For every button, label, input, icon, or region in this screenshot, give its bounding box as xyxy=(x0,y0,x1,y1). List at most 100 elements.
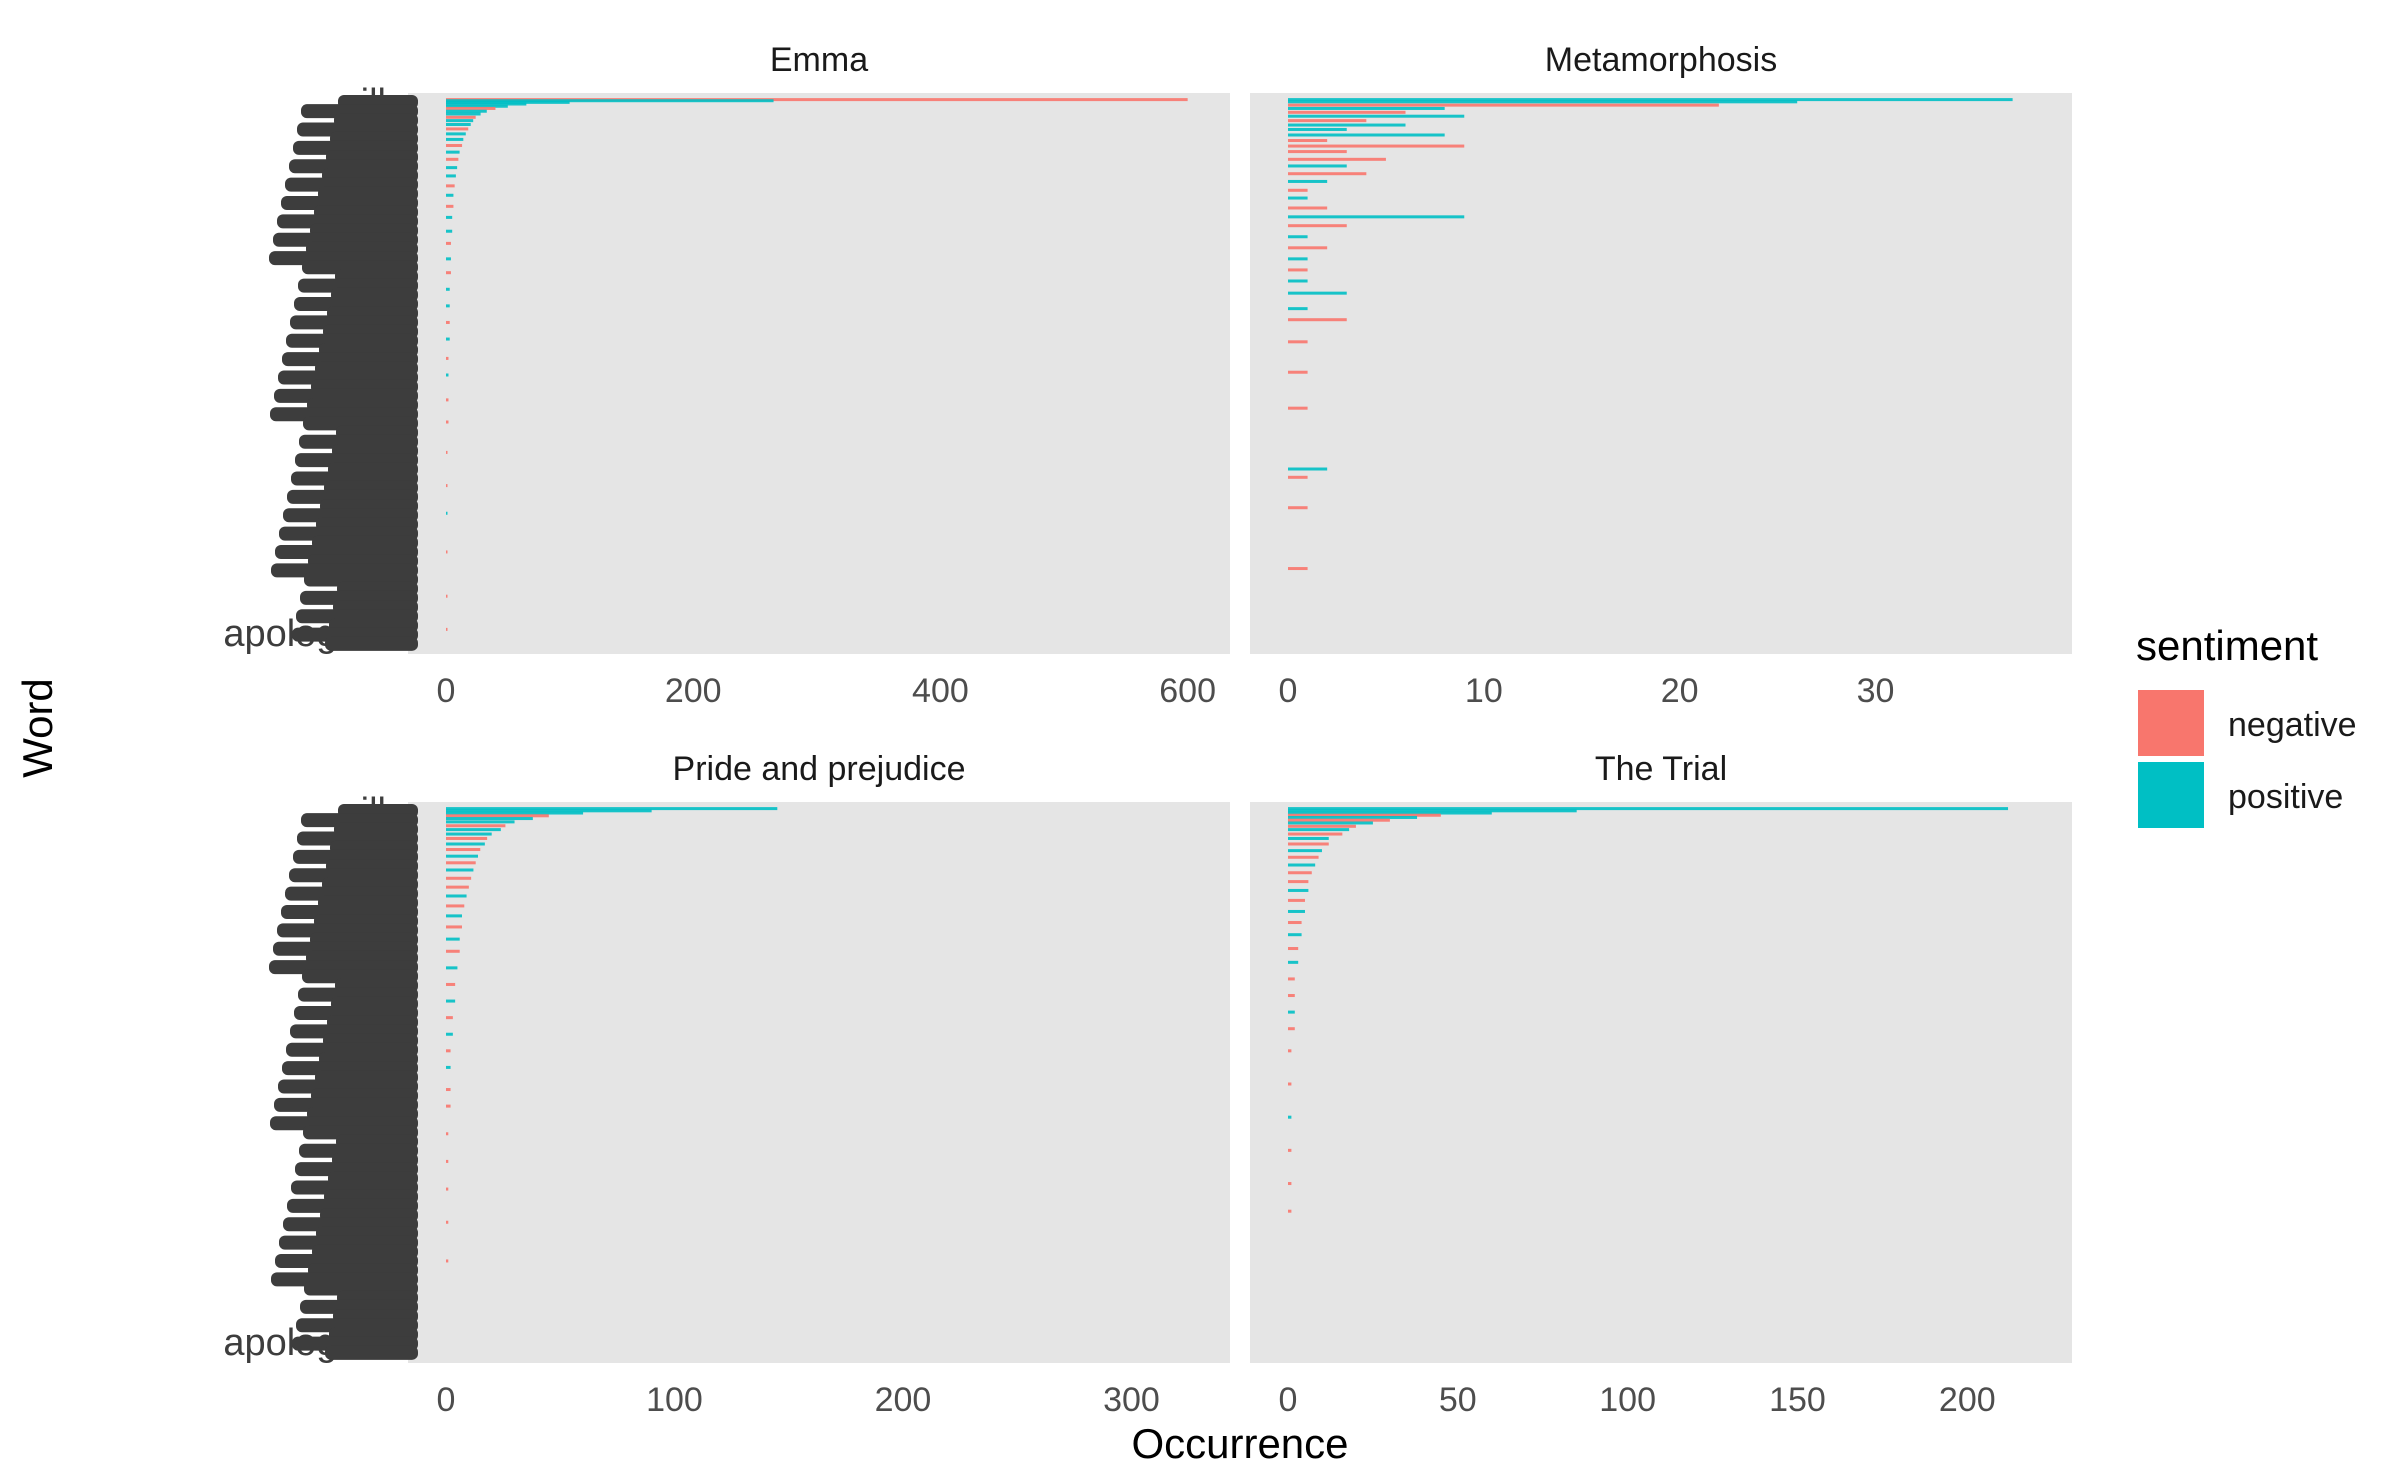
bar xyxy=(446,1049,451,1053)
bar xyxy=(446,119,474,123)
bar xyxy=(446,271,451,275)
x-tick-label: 200 xyxy=(1939,1381,1996,1419)
legend-label-positive: positive xyxy=(2228,778,2343,816)
bar xyxy=(446,215,453,219)
bar xyxy=(1288,215,1465,219)
y-tick-labels: illdisenacenrecinccoreccdaccmomisthasdis… xyxy=(223,791,418,1364)
bar xyxy=(1288,164,1347,168)
bar xyxy=(446,127,469,131)
x-tick-label: 30 xyxy=(1857,672,1895,710)
bar xyxy=(446,820,515,824)
bar xyxy=(446,999,456,1003)
bar xyxy=(446,904,465,908)
bar xyxy=(1288,807,2009,811)
bar xyxy=(446,99,774,103)
bar xyxy=(446,137,464,141)
bar xyxy=(446,174,456,178)
facet-title: Emma xyxy=(770,41,868,79)
bar xyxy=(1288,1115,1292,1119)
bar xyxy=(1288,933,1302,937)
bar xyxy=(446,842,485,846)
bar xyxy=(1288,106,1445,110)
y-axis-title: Word xyxy=(14,678,61,778)
bar xyxy=(446,925,462,929)
bar xyxy=(1288,157,1386,161)
bar xyxy=(1288,475,1308,479)
bar xyxy=(1288,291,1347,295)
bar xyxy=(446,828,501,832)
bar xyxy=(446,1088,451,1092)
bar xyxy=(446,832,492,836)
bar xyxy=(446,1220,449,1224)
facet-title: Pride and prejudice xyxy=(673,750,966,788)
bar xyxy=(446,594,448,598)
bar xyxy=(446,109,487,113)
bar xyxy=(1288,821,1373,825)
bar xyxy=(1288,467,1328,471)
bar xyxy=(446,807,778,811)
bar xyxy=(1288,224,1347,228)
bar xyxy=(446,115,476,119)
bar xyxy=(446,166,458,170)
bar xyxy=(1288,103,1719,107)
bar xyxy=(1288,960,1299,964)
bar xyxy=(1288,813,1441,817)
bar xyxy=(1288,994,1295,998)
bar xyxy=(1288,188,1308,192)
bar xyxy=(1288,340,1308,344)
y-label-overplot xyxy=(269,95,418,651)
bar xyxy=(1288,206,1328,210)
bar xyxy=(1288,406,1308,410)
bar xyxy=(446,112,481,116)
bar xyxy=(446,627,448,631)
x-tick-label: 100 xyxy=(1599,1381,1656,1419)
bar xyxy=(446,320,450,324)
bar xyxy=(446,914,462,918)
bar xyxy=(446,814,549,818)
bar xyxy=(1288,1027,1295,1031)
bar xyxy=(446,982,456,986)
bar xyxy=(446,1065,451,1069)
bar xyxy=(1288,172,1367,176)
x-tick-label: 0 xyxy=(1279,1381,1298,1419)
bar xyxy=(1288,818,1390,822)
x-tick-label: 0 xyxy=(437,672,456,710)
bar xyxy=(1288,1049,1292,1053)
legend-label-negative: negative xyxy=(2228,706,2357,744)
bar xyxy=(1288,318,1347,322)
panel-background xyxy=(408,802,1230,1363)
bar xyxy=(446,868,474,872)
bar xyxy=(1288,119,1367,123)
bar xyxy=(1288,888,1309,892)
overplot-block xyxy=(325,636,418,651)
bar xyxy=(1288,268,1308,272)
bar xyxy=(1288,114,1465,118)
bar xyxy=(446,484,448,488)
bar xyxy=(1288,828,1350,832)
bar xyxy=(446,885,469,889)
bar xyxy=(446,104,508,108)
bar xyxy=(1288,257,1308,261)
panel-background xyxy=(1250,802,2072,1363)
x-tick-label: 50 xyxy=(1439,1381,1477,1419)
bar xyxy=(1288,110,1406,114)
bar xyxy=(1288,100,1798,104)
bar xyxy=(446,150,460,154)
bar xyxy=(446,1032,453,1036)
x-tick-label: 300 xyxy=(1103,1381,1160,1419)
facet-title: Metamorphosis xyxy=(1545,41,1777,79)
bar xyxy=(446,809,652,813)
bar xyxy=(446,848,481,852)
bar xyxy=(446,550,448,554)
x-tick-label: 0 xyxy=(437,1381,456,1419)
y-tick-labels: illdisenacenrecinccoreccdaccmomisthasdis… xyxy=(223,82,418,655)
bar xyxy=(446,373,449,377)
x-tick-label: 200 xyxy=(875,1381,932,1419)
bar xyxy=(1288,246,1328,250)
bar xyxy=(1288,977,1295,981)
x-tick-label: 600 xyxy=(1159,672,1216,710)
bar xyxy=(1288,279,1308,283)
bar xyxy=(446,854,478,858)
bar xyxy=(1288,909,1305,913)
bar xyxy=(1288,370,1308,374)
